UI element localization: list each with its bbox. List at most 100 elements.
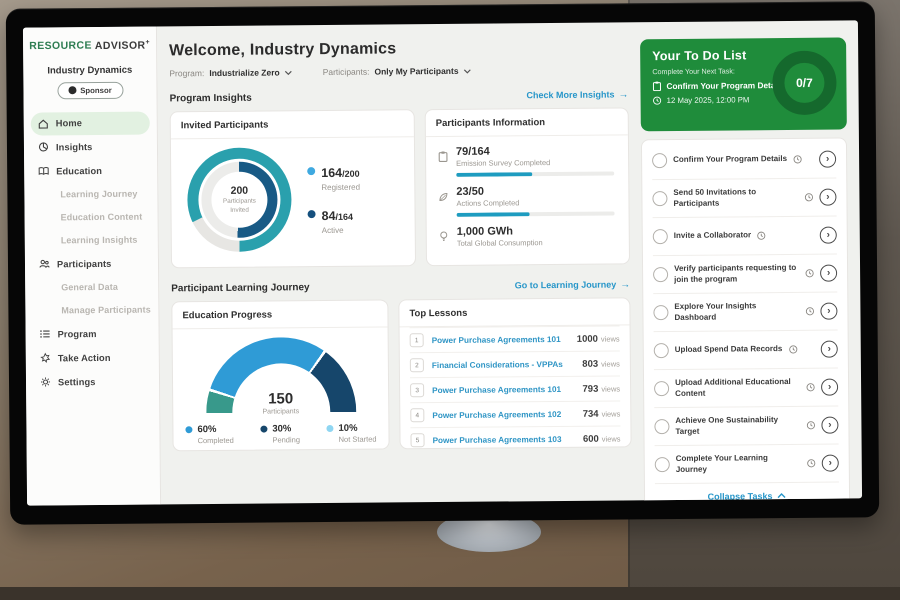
education-progress-gauge: 150 Participants: [205, 337, 356, 416]
metric-global-consumption: 1,000 GWh Total Global Consumption: [439, 224, 615, 248]
clock-icon: [653, 96, 662, 105]
clipboard-icon: [652, 81, 661, 91]
legend-dot: [185, 426, 192, 433]
task-open-button[interactable]: ›: [820, 303, 837, 320]
journey-cards-row: Education Progress 150 Participants: [171, 297, 631, 451]
sidebar-item-education[interactable]: Education: [24, 158, 157, 183]
todo-summary-card: Your To Do List Complete Your Next Task:…: [640, 37, 847, 131]
task-checkbox[interactable]: [654, 419, 669, 434]
people-icon: [39, 258, 50, 269]
progress-bar: [457, 211, 615, 216]
clock-icon: [788, 345, 797, 354]
lesson-row: 5 Power Purchase Agreements 103 600 view…: [410, 425, 620, 452]
gauge-center-value: 150: [206, 391, 356, 407]
program-select[interactable]: Program: Industrialize Zero: [169, 67, 292, 78]
task-open-button[interactable]: ›: [822, 455, 839, 472]
main-content: Welcome, Industry Dynamics Program: Indu…: [157, 22, 644, 504]
sidebar-item-education-content[interactable]: Education Content: [24, 205, 157, 229]
todo-column: Your To Do List Complete Your Next Task:…: [640, 20, 862, 500]
task-row: Achieve One Sustainability Target ›: [654, 407, 838, 447]
donut-legend: 164/200 Registered 84/164 Active: [307, 163, 360, 234]
sidebar-item-insights[interactable]: Insights: [24, 134, 157, 159]
lesson-rank: 2: [410, 358, 424, 372]
legend-item: 10% Not Started: [326, 423, 376, 444]
todo-task-list: Confirm Your Program Details › Send 50 I…: [641, 137, 850, 505]
lesson-link[interactable]: Power Purchase Agreements 103: [433, 434, 583, 444]
clipboard-icon: [438, 146, 456, 177]
sidebar-item-participants[interactable]: Participants: [25, 251, 158, 276]
task-open-button[interactable]: ›: [821, 379, 838, 396]
clock-icon: [805, 269, 814, 278]
invited-donut-chart: 200 Participants Invited: [187, 147, 292, 252]
dashboard-screen: RESOURCE ADVISOR+ Industry Dynamics Spon…: [23, 20, 862, 505]
task-row: Upload Spend Data Records ›: [654, 331, 838, 371]
task-checkbox[interactable]: [653, 305, 668, 320]
task-checkbox[interactable]: [652, 153, 667, 168]
clock-icon: [804, 193, 813, 202]
participants-select[interactable]: Participants: Only My Participants: [323, 66, 472, 77]
sidebar-item-learning-journey[interactable]: Learning Journey: [24, 182, 157, 206]
task-open-button[interactable]: ›: [819, 151, 836, 168]
desk-edge: [0, 587, 900, 600]
organization-name: Industry Dynamics: [23, 64, 156, 76]
task-open-button[interactable]: ›: [820, 265, 837, 282]
lesson-row: 1 Power Purchase Agreements 101 1000 vie…: [410, 325, 620, 352]
sidebar-item-manage-participants[interactable]: Manage Participants: [25, 298, 158, 322]
program-insights-header: Program Insights Check More Insights→: [170, 89, 629, 104]
lesson-link[interactable]: Financial Considerations - VPPAs: [432, 359, 582, 369]
clock-icon: [805, 307, 814, 316]
lesson-rank: 5: [410, 433, 424, 447]
task-checkbox[interactable]: [653, 229, 668, 244]
collapse-tasks-link[interactable]: Collapse Tasks: [655, 483, 839, 506]
task-open-button[interactable]: ›: [821, 341, 838, 358]
clock-icon: [757, 231, 766, 240]
monitor-bezel: RESOURCE ADVISOR+ Industry Dynamics Spon…: [6, 1, 879, 525]
chevron-down-icon: [285, 70, 293, 75]
lesson-link[interactable]: Power Purchase Agreements 101: [432, 384, 582, 394]
lesson-rank: 3: [410, 383, 424, 397]
sidebar-item-settings[interactable]: Settings: [26, 369, 159, 394]
task-open-button[interactable]: ›: [821, 417, 838, 434]
arrow-right-icon: →: [620, 279, 630, 290]
sidebar-item-learning-insights[interactable]: Learning Insights: [25, 228, 158, 252]
sponsor-icon: [68, 86, 76, 94]
book-icon: [38, 165, 49, 176]
metric-emission-survey: 79/164 Emission Survey Completed: [438, 144, 614, 177]
task-checkbox[interactable]: [654, 343, 669, 358]
task-checkbox[interactable]: [653, 267, 668, 282]
check-more-insights-link[interactable]: Check More Insights→: [526, 89, 628, 101]
lesson-link[interactable]: Power Purchase Agreements 102: [432, 409, 582, 419]
sponsor-badge[interactable]: Sponsor: [57, 81, 123, 99]
learning-journey-header: Participant Learning Journey Go to Learn…: [171, 279, 630, 294]
legend-item: 164/200 Registered: [307, 163, 360, 191]
sidebar-item-program[interactable]: Program: [26, 321, 159, 346]
education-progress-card: Education Progress 150 Participants: [171, 299, 389, 451]
task-row: Complete Your Learning Journey ›: [655, 445, 839, 485]
list-icon: [40, 328, 51, 339]
task-open-button[interactable]: ›: [819, 189, 836, 206]
task-checkbox[interactable]: [652, 191, 667, 206]
task-checkbox[interactable]: [654, 381, 669, 396]
task-row: Upload Additional Educational Content ›: [654, 369, 838, 409]
lesson-link[interactable]: Power Purchase Agreements 101: [432, 334, 577, 344]
sidebar-item-general-data[interactable]: General Data: [25, 275, 158, 299]
sidebar-item-home[interactable]: Home: [31, 111, 150, 135]
legend-dot: [326, 425, 333, 432]
home-icon: [38, 118, 49, 129]
legend-dot: [260, 426, 267, 433]
clock-icon: [793, 155, 802, 164]
sidebar: RESOURCE ADVISOR+ Industry Dynamics Spon…: [23, 26, 161, 505]
bulb-icon: [439, 226, 457, 248]
task-checkbox[interactable]: [655, 457, 670, 472]
app-logo: RESOURCE ADVISOR+: [23, 38, 156, 52]
top-lessons-card: Top Lessons 1 Power Purchase Agreements …: [398, 297, 631, 449]
gear-icon: [40, 376, 51, 387]
chevron-down-icon: [464, 68, 472, 73]
go-to-learning-journey-link[interactable]: Go to Learning Journey→: [515, 279, 631, 291]
participants-information-card: Participants Information 79/164 Emission…: [425, 107, 630, 266]
insights-icon: [38, 141, 49, 152]
task-open-button[interactable]: ›: [820, 227, 837, 244]
sidebar-item-take-action[interactable]: Take Action: [26, 345, 159, 370]
clock-icon: [806, 383, 815, 392]
gauge-center-label: Participants: [206, 408, 356, 416]
